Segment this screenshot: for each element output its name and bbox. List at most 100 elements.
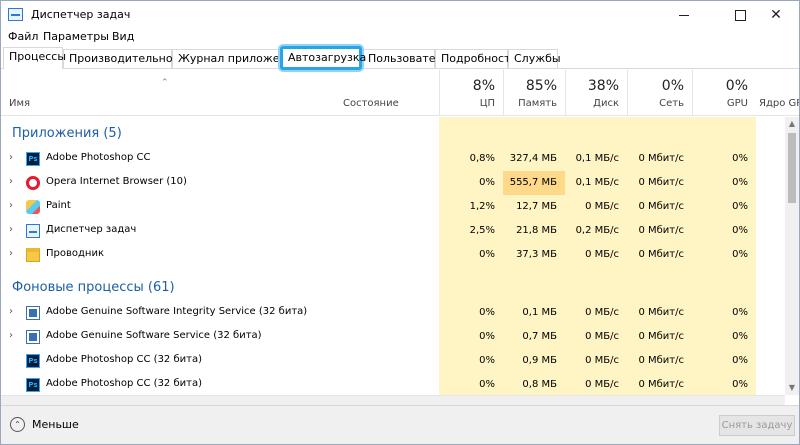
network-cell: 0 Мбит/с (638, 177, 684, 188)
process-name: Диспетчер задач (46, 224, 137, 235)
tab-app-history[interactable]: Журнал приложений (172, 49, 301, 68)
end-task-button[interactable]: Снять задачу (719, 415, 795, 436)
horizontal-scrollbar[interactable] (1, 395, 785, 405)
cpu-cell: 0% (479, 177, 495, 188)
chevron-right-icon[interactable]: › (9, 152, 13, 163)
disk-cell: 0 МБ/с (585, 379, 619, 390)
process-name: Проводник (46, 248, 104, 259)
cpu-cell: 0% (479, 355, 495, 366)
explorer-icon (26, 248, 40, 262)
table-row[interactable]: › Ps Adobe Photoshop CC 0,8% 327,4 МБ 0,… (1, 147, 785, 171)
scroll-down-icon[interactable]: ▼ (788, 383, 796, 392)
memory-cell: 0,8 МБ (522, 379, 557, 390)
table-row[interactable]: Ps Adobe Photoshop CC (32 бита) 0% 0,9 М… (1, 349, 785, 373)
tab-bar: Процессы Производительность Журнал прило… (1, 46, 799, 70)
menu-options[interactable]: Параметры (43, 30, 109, 43)
column-disk[interactable]: 38% Диск (565, 70, 627, 116)
gpu-cell: 0% (732, 225, 748, 236)
gpu-cell: 0% (732, 379, 748, 390)
gpu-cell: 0% (732, 249, 748, 260)
column-gpu-engine[interactable]: Ядро GPU (759, 98, 799, 109)
process-name: Opera Internet Browser (10) (46, 176, 187, 187)
memory-cell: 0,7 МБ (522, 331, 557, 342)
column-name[interactable]: Имя (9, 98, 31, 109)
menu-view[interactable]: Вид (112, 30, 135, 43)
sort-up-icon: ⌃ (161, 78, 169, 88)
window-title: Диспетчер задач (31, 8, 131, 21)
tab-services[interactable]: Службы (508, 49, 561, 68)
column-status[interactable]: Состояние (343, 98, 399, 109)
gpu-cell: 0% (732, 153, 748, 164)
network-cell: 0 Мбит/с (638, 307, 684, 318)
paint-icon (26, 200, 40, 214)
scroll-thumb[interactable] (788, 133, 796, 203)
chevron-right-icon[interactable]: › (9, 176, 13, 187)
table-row[interactable]: Ps Adobe Photoshop CC (32 бита) 0% 0,8 М… (1, 373, 785, 395)
network-label: Сеть (659, 98, 684, 109)
table-row[interactable]: › Adobe Genuine Software Service (32 бит… (1, 325, 785, 349)
column-memory[interactable]: 85% Память (503, 70, 565, 116)
chevron-up-icon[interactable]: ⌃ (10, 417, 25, 432)
close-button[interactable]: ✕ (770, 7, 782, 23)
disk-cell: 0 МБ/с (585, 307, 619, 318)
tab-processes[interactable]: Процессы (3, 47, 66, 69)
column-gpu[interactable]: 0% GPU (692, 70, 756, 116)
memory-cell: 327,4 МБ (509, 153, 557, 164)
disk-cell: 0,1 МБ/с (575, 177, 619, 188)
footer: ⌃ Меньше Снять задачу (1, 405, 799, 444)
table-row[interactable]: › Проводник 0% 37,3 МБ 0 МБ/с 0 Мбит/с 0… (1, 243, 785, 267)
fewer-details-button[interactable]: Меньше (32, 418, 79, 431)
title-bar[interactable]: Диспетчер задач ✕ (1, 1, 799, 29)
group-title-background: Фоновые процессы (61) (12, 280, 175, 295)
gpu-cell: 0% (732, 177, 748, 188)
cpu-cell: 0% (479, 379, 495, 390)
tab-details[interactable]: Подробности (435, 49, 518, 68)
group-apps: Приложения (5) (1, 121, 785, 145)
network-cell: 0 Мбит/с (638, 379, 684, 390)
tab-users[interactable]: Пользователи (362, 49, 450, 68)
tab-performance[interactable]: Производительность (63, 49, 192, 68)
table-row[interactable]: › Adobe Genuine Software Integrity Servi… (1, 301, 785, 325)
chevron-right-icon[interactable]: › (9, 330, 13, 341)
menu-bar: Файл Параметры Вид (1, 29, 799, 47)
cpu-cell: 0,8% (469, 153, 495, 164)
vertical-scrollbar[interactable]: ▲ ▼ (785, 117, 799, 395)
group-title-apps: Приложения (5) (12, 126, 122, 141)
memory-cell: 37,3 МБ (516, 249, 557, 260)
memory-cell: 0,9 МБ (522, 355, 557, 366)
service-icon (26, 330, 40, 344)
gpu-cell: 0% (732, 331, 748, 342)
gpu-cell: 0% (732, 307, 748, 318)
metric-columns-background (439, 117, 756, 395)
table-row[interactable]: › Opera Internet Browser (10) 0% 555,7 М… (1, 171, 785, 195)
column-cpu[interactable]: 8% ЦП (439, 70, 503, 116)
memory-cell: 12,7 МБ (516, 201, 557, 212)
photoshop-icon: Ps (26, 354, 40, 368)
network-cell: 0 Мбит/с (638, 355, 684, 366)
memory-cell: 555,7 МБ (503, 171, 565, 195)
chevron-right-icon[interactable]: › (9, 200, 13, 211)
network-cell: 0 Мбит/с (638, 153, 684, 164)
chevron-right-icon[interactable]: › (9, 224, 13, 235)
table-row[interactable]: › Paint 1,2% 12,7 МБ 0 МБ/с 0 Мбит/с 0% (1, 195, 785, 219)
tab-startup[interactable]: Автозагрузка (280, 46, 366, 70)
menu-file[interactable]: Файл (8, 30, 39, 43)
minimize-button[interactable] (661, 1, 707, 29)
disk-cell: 0 МБ/с (585, 249, 619, 260)
column-network[interactable]: 0% Сеть (627, 70, 692, 116)
cpu-total: 8% (472, 78, 495, 94)
memory-cell: 0,1 МБ (522, 307, 557, 318)
disk-cell: 0 МБ/с (585, 201, 619, 212)
chevron-right-icon[interactable]: › (9, 248, 13, 259)
gpu-cell: 0% (732, 201, 748, 212)
memory-total: 85% (525, 78, 557, 94)
network-cell: 0 Мбит/с (638, 201, 684, 212)
photoshop-icon: Ps (26, 378, 40, 392)
cpu-cell: 0% (479, 307, 495, 318)
chevron-right-icon[interactable]: › (9, 306, 13, 317)
scroll-up-icon[interactable]: ▲ (788, 119, 796, 128)
process-list: Приложения (5) › Ps Adobe Photoshop CC 0… (1, 117, 785, 395)
column-header: ⌃ Имя Состояние 8% ЦП 85% Память 38% Дис… (1, 70, 799, 116)
table-row[interactable]: › Диспетчер задач 2,5% 21,8 МБ 0,2 МБ/с … (1, 219, 785, 243)
